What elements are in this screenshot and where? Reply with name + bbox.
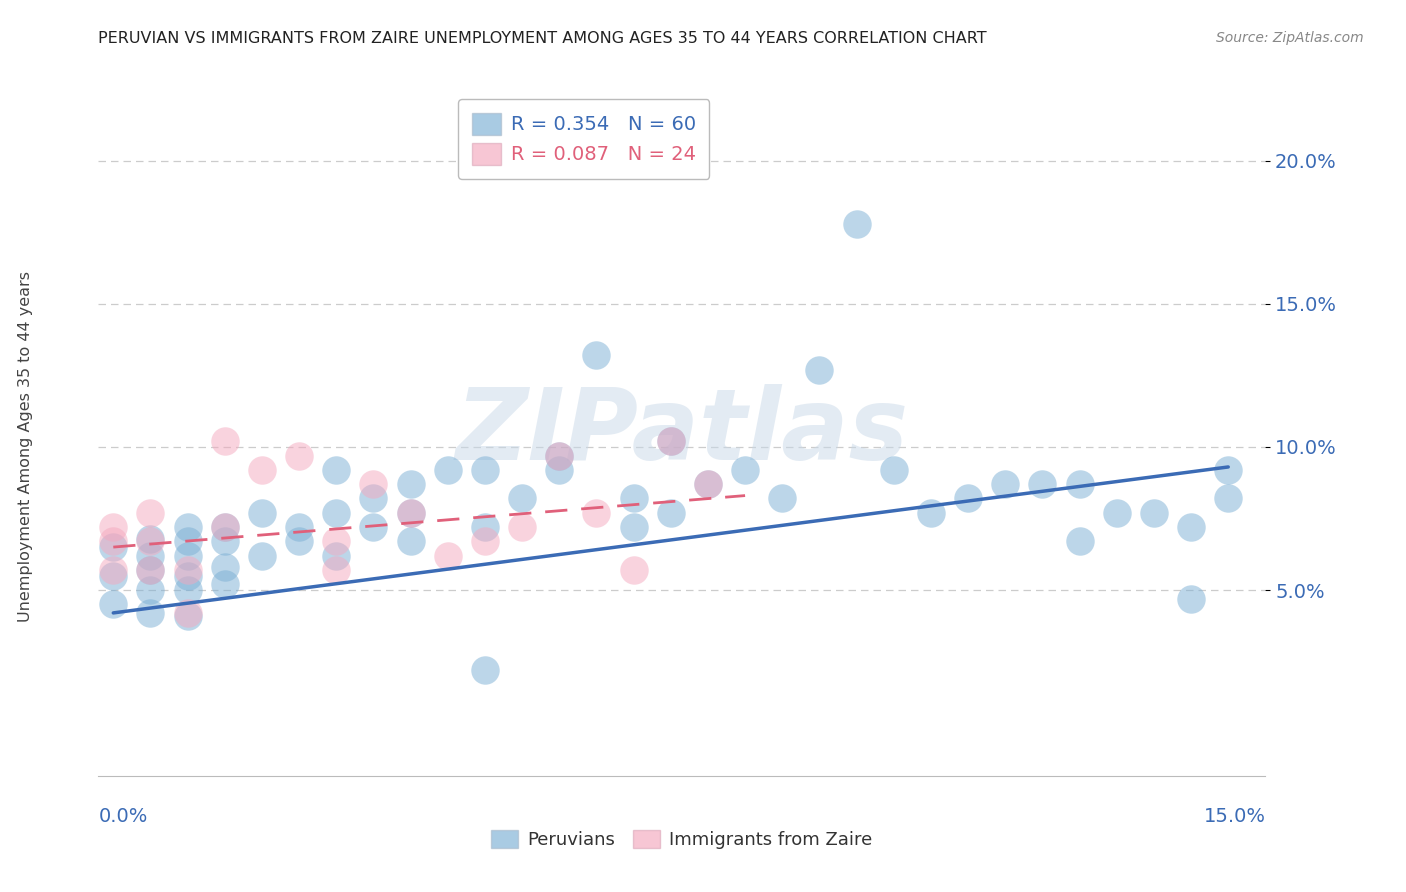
Point (548, 463, 571, 477)
Point (176, 608, 198, 623)
Point (176, 549, 198, 563)
Point (103, 568, 125, 582)
Point (845, 217, 868, 231)
Point (103, 520, 125, 534)
Point (139, 506, 162, 520)
Point (510, 491, 533, 506)
Point (1180, 520, 1202, 534)
Point (1218, 491, 1240, 506)
Point (214, 520, 236, 534)
Point (474, 463, 496, 477)
Point (1031, 477, 1053, 491)
Point (214, 534, 236, 549)
Point (103, 598, 125, 612)
Point (139, 549, 162, 563)
Point (250, 463, 273, 477)
Point (957, 491, 980, 506)
Point (103, 540, 125, 554)
Point (325, 463, 347, 477)
Point (474, 663, 496, 677)
Point (623, 563, 645, 577)
Point (176, 606, 198, 620)
Point (436, 463, 458, 477)
Text: 15.0%: 15.0% (1204, 807, 1265, 826)
Point (808, 362, 831, 376)
Point (994, 477, 1017, 491)
Point (1069, 477, 1091, 491)
Point (214, 577, 236, 591)
Point (250, 506, 273, 520)
Point (176, 520, 198, 534)
Point (139, 532, 162, 546)
Point (176, 563, 198, 577)
Legend: Peruvians, Immigrants from Zaire: Peruvians, Immigrants from Zaire (484, 822, 880, 856)
Point (176, 568, 198, 582)
Point (399, 534, 422, 549)
Point (659, 434, 682, 449)
Point (288, 520, 311, 534)
Point (770, 491, 793, 506)
Point (623, 491, 645, 506)
Point (1218, 463, 1240, 477)
Point (436, 549, 458, 563)
Point (103, 563, 125, 577)
Point (697, 477, 720, 491)
Point (325, 549, 347, 563)
Point (288, 449, 311, 463)
Point (399, 477, 422, 491)
Point (585, 348, 607, 362)
Point (139, 563, 162, 577)
Text: PERUVIAN VS IMMIGRANTS FROM ZAIRE UNEMPLOYMENT AMONG AGES 35 TO 44 YEARS CORRELA: PERUVIAN VS IMMIGRANTS FROM ZAIRE UNEMPL… (98, 31, 987, 46)
Point (659, 506, 682, 520)
Point (139, 582, 162, 597)
Point (399, 506, 422, 520)
Point (176, 534, 198, 549)
Point (214, 520, 236, 534)
Point (1143, 506, 1166, 520)
Text: ZIPatlas: ZIPatlas (456, 384, 908, 481)
Text: 0.0%: 0.0% (98, 807, 148, 826)
Point (697, 477, 720, 491)
Point (139, 563, 162, 577)
Point (510, 520, 533, 534)
Point (474, 534, 496, 549)
Point (474, 520, 496, 534)
Point (250, 549, 273, 563)
Text: Source: ZipAtlas.com: Source: ZipAtlas.com (1216, 31, 1364, 45)
Point (325, 534, 347, 549)
Point (883, 463, 905, 477)
Point (920, 506, 942, 520)
Point (139, 534, 162, 549)
Point (176, 582, 198, 597)
Point (288, 534, 311, 549)
Point (548, 449, 571, 463)
Point (139, 606, 162, 620)
Point (1180, 591, 1202, 606)
Point (325, 563, 347, 577)
Point (734, 463, 756, 477)
Point (623, 520, 645, 534)
Point (1105, 506, 1128, 520)
Point (214, 434, 236, 449)
Point (363, 477, 385, 491)
Point (214, 560, 236, 574)
Point (363, 491, 385, 506)
Point (103, 534, 125, 549)
Point (363, 520, 385, 534)
Point (585, 506, 607, 520)
Point (399, 506, 422, 520)
Point (325, 506, 347, 520)
Point (548, 449, 571, 463)
Point (1069, 534, 1091, 549)
Point (659, 434, 682, 449)
Text: Unemployment Among Ages 35 to 44 years: Unemployment Among Ages 35 to 44 years (18, 270, 32, 622)
